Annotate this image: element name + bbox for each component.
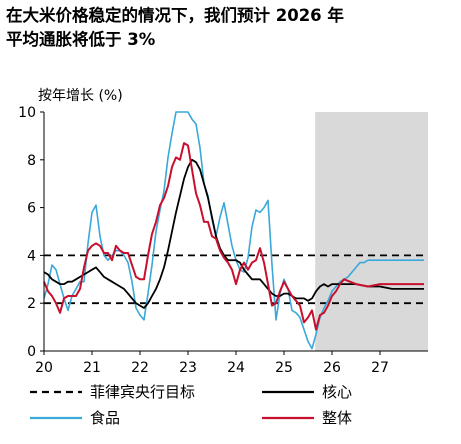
chart-title: 在大米价格稳定的情况下，我们预计 2026 年 平均通胀将低于 3% xyxy=(6,4,456,52)
legend-label-0: 菲律宾央行目标 xyxy=(90,383,195,401)
x-tick-label-6: 26 xyxy=(323,360,341,376)
y-tick-label-5: 10 xyxy=(18,105,36,121)
y-tick-label-0: 0 xyxy=(27,344,36,360)
chart-title-line-2: 平均通胀将低于 3% xyxy=(6,30,156,49)
y-tick-label-1: 2 xyxy=(27,296,36,312)
legend-label-2: 食品 xyxy=(90,409,120,427)
x-tick-label-7: 27 xyxy=(371,360,389,376)
x-tick-label-0: 20 xyxy=(35,360,53,376)
legend-label-3: 整体 xyxy=(322,409,352,427)
x-tick-label-3: 23 xyxy=(179,360,197,376)
x-tick-label-1: 21 xyxy=(83,360,101,376)
legend-label-1: 核心 xyxy=(322,383,352,401)
y-tick-label-4: 8 xyxy=(27,153,36,169)
y-tick-label-2: 4 xyxy=(27,248,36,264)
x-tick-label-4: 24 xyxy=(227,360,245,376)
chart-title-line-1: 在大米价格稳定的情况下，我们预计 2026 年 xyxy=(6,6,344,25)
forecast-shading xyxy=(315,112,428,351)
series-line-1 xyxy=(43,158,424,309)
x-tick-label-5: 25 xyxy=(275,360,293,376)
reference-lines-layer xyxy=(44,254,428,305)
forecast-shading-layer xyxy=(315,112,428,351)
series-line-2 xyxy=(43,142,424,331)
y-axis-label: 按年增长 (%) xyxy=(38,88,123,104)
y-tick-label-3: 6 xyxy=(27,201,36,217)
series-layer xyxy=(43,111,424,350)
x-tick-label-2: 22 xyxy=(131,360,149,376)
